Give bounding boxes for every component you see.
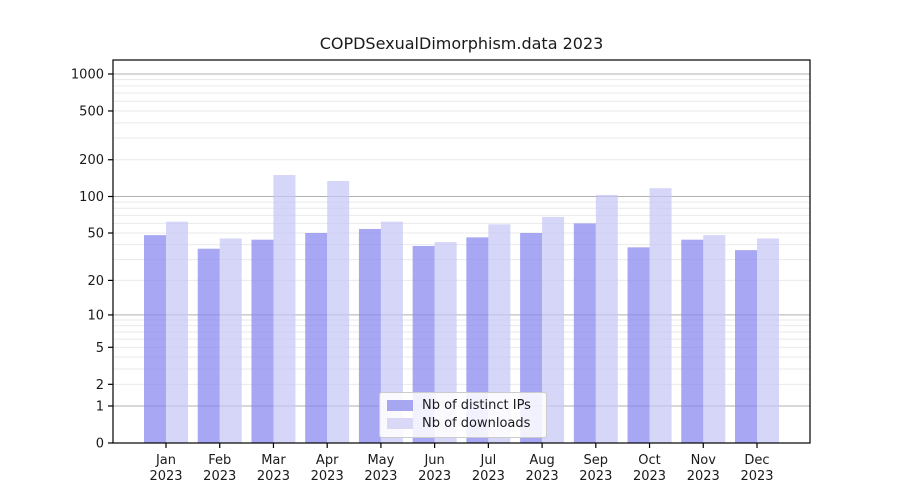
bar-dec-distinct-ips <box>735 250 757 443</box>
x-tick-label-year: 2023 <box>418 469 451 484</box>
bar-may-distinct-ips <box>358 228 381 443</box>
y-tick-label: 1000 <box>71 68 104 83</box>
x-tick-label-year: 2023 <box>203 469 236 484</box>
y-tick-label: 0 <box>96 437 104 452</box>
x-tick-label-year: 2023 <box>149 469 182 484</box>
x-tick-label-month: Jan <box>155 453 176 468</box>
x-tick-label-year: 2023 <box>579 469 612 484</box>
bar-oct-downloads <box>649 188 672 443</box>
bar-mar-distinct-ips <box>251 239 274 443</box>
x-tick-label-year: 2023 <box>257 469 290 484</box>
y-tick-label: 2 <box>96 378 104 393</box>
y-tick-label: 500 <box>79 104 104 119</box>
x-tick-label-month: Nov <box>691 453 717 468</box>
bar-oct-distinct-ips <box>627 247 650 443</box>
y-tick-label: 200 <box>79 153 104 168</box>
bar-sep-downloads <box>595 194 618 443</box>
x-tick-label-year: 2023 <box>311 469 344 484</box>
x-tick-label-month: Sep <box>584 453 609 468</box>
y-tick-label: 100 <box>79 190 104 205</box>
x-tick-label-year: 2023 <box>740 469 773 484</box>
bar-jul-downloads <box>488 224 511 443</box>
x-tick-label-month: Aug <box>529 453 554 468</box>
y-tick-label: 5 <box>96 341 104 356</box>
bar-apr-distinct-ips <box>305 232 328 443</box>
bar-feb-downloads <box>219 238 242 443</box>
x-tick-label-month: Oct <box>638 453 660 468</box>
bar-apr-downloads <box>327 181 350 444</box>
legend-label-distinct-ips: Nb of distinct IPs <box>422 398 531 413</box>
legend-item-distinct-ips: Nb of distinct IPs <box>387 398 537 413</box>
bar-jul-distinct-ips <box>466 237 489 443</box>
x-tick-label-year: 2023 <box>687 469 720 484</box>
plot-border <box>112 59 811 444</box>
x-tick-label-month: May <box>367 453 394 468</box>
bar-may-downloads <box>380 221 403 443</box>
legend-item-downloads: Nb of downloads <box>387 416 537 431</box>
y-tick-label: 50 <box>87 226 104 241</box>
x-tick-label-year: 2023 <box>472 469 505 484</box>
x-tick-label-year: 2023 <box>526 469 559 484</box>
x-tick-label-year: 2023 <box>633 469 666 484</box>
x-tick-label-month: Feb <box>208 453 231 468</box>
bar-sep-distinct-ips <box>573 223 596 443</box>
bar-nov-downloads <box>703 235 726 443</box>
y-tick-label: 10 <box>87 308 104 323</box>
x-tick-label-month: Apr <box>316 453 339 468</box>
bar-jan-distinct-ips <box>144 235 166 443</box>
y-tick-label: 20 <box>87 274 104 289</box>
bar-nov-distinct-ips <box>681 239 704 443</box>
bar-aug-distinct-ips <box>520 232 543 443</box>
legend-swatch-distinct-ips-icon <box>387 400 413 411</box>
x-tick-label-month: Dec <box>744 453 769 468</box>
bar-dec-downloads <box>757 238 779 443</box>
bar-aug-downloads <box>542 216 565 443</box>
x-tick-label-year: 2023 <box>364 469 397 484</box>
x-tick-label-month: Jun <box>423 453 444 468</box>
bar-mar-downloads <box>273 175 296 444</box>
legend: Nb of distinct IPs Nb of downloads <box>379 392 547 438</box>
bar-jan-downloads <box>166 221 188 443</box>
legend-label-downloads: Nb of downloads <box>422 416 531 431</box>
bar-feb-distinct-ips <box>197 248 220 443</box>
y-tick-label: 1 <box>96 399 104 414</box>
chart-title: COPDSexualDimorphism.data 2023 <box>319 34 604 53</box>
x-tick-label-month: Mar <box>261 453 286 468</box>
legend-swatch-downloads-icon <box>387 418 413 429</box>
x-tick-label-month: Jul <box>480 453 497 468</box>
